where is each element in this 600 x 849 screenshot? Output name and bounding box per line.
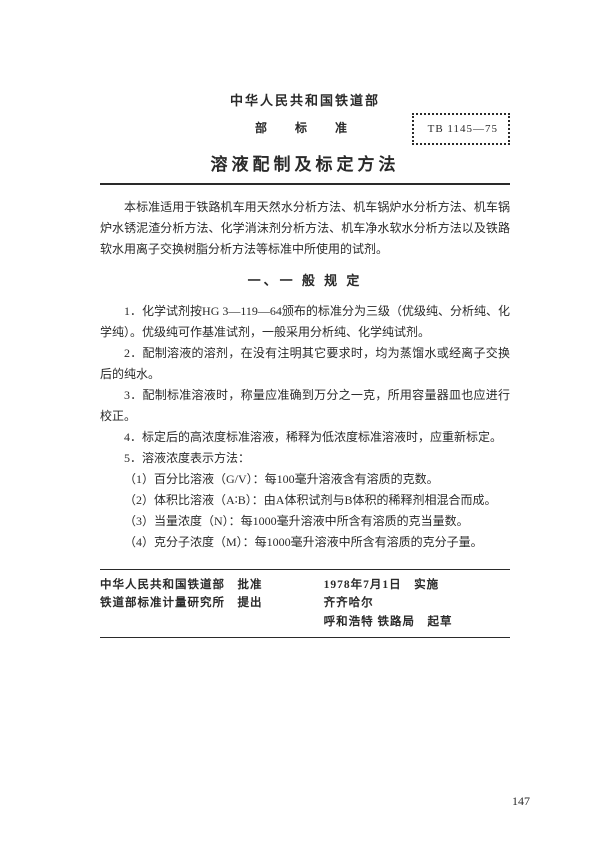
title-rule (100, 183, 510, 185)
document-title: 溶液配制及标定方法 (100, 150, 510, 175)
footer-right-2: 齐齐哈尔 呼和浩特 铁路局 起草 (324, 594, 510, 631)
item-1: 1．化学试剂按HG 3—119—64颁布的标准分为三级（优级纯、分析纯、化学纯）… (100, 301, 510, 343)
footer-right-1: 1978年7月1日 实施 (324, 576, 510, 594)
footer-approval-block: 中华人民共和国铁道部 批准 1978年7月1日 实施 铁道部标准计量研究所 提出… (100, 569, 510, 638)
document-page: 中华人民共和国铁道部 部 标 准 TB 1145—75 溶液配制及标定方法 本标… (0, 0, 600, 849)
body-text: 本标准适用于铁路机车用天然水分析方法、机车锅炉水分析方法、机车锅炉水锈泥渣分析方… (100, 197, 510, 553)
footer-right-2a: 齐齐哈尔 (324, 597, 374, 609)
item-5-3: （3）当量浓度（N）：每1000毫升溶液中所含有溶质的克当量数。 (100, 511, 510, 532)
item-5-1: （1）百分比溶液（G/V）：每100毫升溶液含有溶质的克数。 (100, 469, 510, 490)
item-4: 4．标定后的高浓度标准溶液，稀释为低浓度标准溶液时，应重新标定。 (100, 427, 510, 448)
standard-code-box: TB 1145—75 (412, 113, 510, 145)
organization-line: 中华人民共和国铁道部 (100, 90, 510, 109)
item-5: 5．溶液浓度表示方法： (100, 448, 510, 469)
footer-row-1: 中华人民共和国铁道部 批准 1978年7月1日 实施 (100, 576, 510, 594)
footer-right-2b: 呼和浩特 (324, 616, 374, 628)
item-3: 3．配制标准溶液时，称量应准确到万分之一克，所用容量器皿也应进行校正。 (100, 385, 510, 427)
footer-left-1: 中华人民共和国铁道部 批准 (100, 576, 324, 594)
item-5-4: （4）克分子浓度（M）：每1000毫升溶液中所含有溶质的克分子量。 (100, 532, 510, 553)
item-5-2: （2）体积比溶液（A∶B）：由A体积试剂与B体积的稀释剂相混合而成。 (100, 490, 510, 511)
section-1-heading: 一、一 般 规 定 (100, 270, 510, 293)
footer-right-2c: 铁路局 起草 (378, 616, 453, 628)
subheading-row: 部 标 准 TB 1145—75 (100, 119, 510, 136)
item-2: 2．配制溶液的溶剂，在没有注明其它要求时，均为蒸馏水或经离子交换后的纯水。 (100, 343, 510, 385)
intro-paragraph: 本标准适用于铁路机车用天然水分析方法、机车锅炉水分析方法、机车锅炉水锈泥渣分析方… (100, 197, 510, 260)
footer-row-2: 铁道部标准计量研究所 提出 齐齐哈尔 呼和浩特 铁路局 起草 (100, 594, 510, 631)
footer-left-2: 铁道部标准计量研究所 提出 (100, 594, 324, 631)
footer-rule-top (100, 569, 510, 570)
page-number: 147 (512, 794, 530, 809)
footer-rule-bottom (100, 637, 510, 638)
